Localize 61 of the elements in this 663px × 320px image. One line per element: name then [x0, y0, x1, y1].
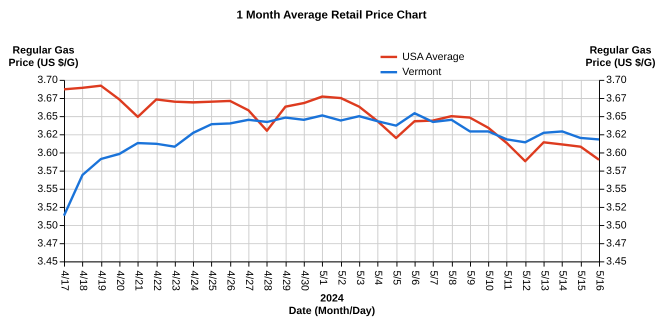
x-tick-label: 5/8 [446, 270, 458, 286]
y2-tick-label: 3.70 [606, 74, 627, 86]
x-tick-label: 4/18 [77, 270, 90, 292]
y-tick-label: 3.45 [37, 256, 58, 268]
x-tick-label: 4/27 [243, 270, 256, 292]
x-tick-label: 5/2 [335, 270, 348, 286]
x-tick-label: 4/26 [224, 270, 237, 292]
y2-tick-label: 3.67 [606, 92, 627, 104]
y2-tick-label: 3.50 [606, 219, 627, 232]
x-tick-label: 5/11 [501, 270, 514, 290]
line-series [62, 84, 600, 162]
x-tick-label: 4/21 [132, 270, 144, 292]
y-axis-title: Regular Gas Price (US $/G) [8, 44, 78, 70]
legend-label: USA Average [402, 50, 465, 63]
line-series [62, 112, 600, 217]
y-tick-label: 3.55 [37, 183, 58, 196]
y-tick-label: 3.57 [37, 164, 58, 177]
x-tick-label: 5/6 [409, 270, 422, 286]
y2-tick-label: 3.62 [606, 128, 627, 141]
y-tick-label: 3.47 [37, 238, 58, 250]
y2-tick-label: 3.57 [606, 164, 627, 177]
x-tick-label: 4/19 [96, 270, 108, 292]
x-tick-label: 4/23 [169, 270, 182, 292]
y2-tick-label: 3.65 [606, 110, 627, 123]
y2-tick-label: 3.45 [606, 256, 627, 268]
y2-tick-label: 3.55 [606, 183, 627, 196]
x-tick-label: 5/5 [390, 270, 403, 286]
x-tick-label: 4/17 [58, 270, 71, 292]
y-tick-label: 3.67 [37, 92, 58, 104]
y-tick-label: 3.65 [37, 110, 58, 123]
x-tick-label: 5/12 [520, 270, 532, 292]
y-tick-label: 3.50 [37, 219, 58, 232]
x-tick-label: 5/3 [354, 270, 366, 286]
x-tick-label: 5/7 [428, 270, 440, 286]
x-tick-label: 5/4 [372, 270, 384, 286]
y-tick-label: 3.60 [37, 146, 58, 159]
x-tick-label: 5/1 [316, 270, 329, 286]
x-tick-label: 5/15 [575, 270, 588, 292]
x-tick-label: 5/10 [482, 270, 495, 292]
y2-tick-label: 3.52 [606, 201, 627, 214]
x-tick-label: 4/28 [262, 270, 274, 292]
chart-title: 1 Month Average Retail Price Chart [236, 10, 427, 22]
x-tick-label: 4/20 [114, 270, 126, 292]
y2-tick-label: 3.47 [606, 238, 627, 250]
x-tick-label: 4/24 [188, 270, 200, 292]
x-tick-label: 5/14 [556, 270, 569, 292]
y-tick-label: 3.70 [37, 74, 58, 86]
legend-label: Vermont [402, 66, 442, 78]
y2-axis-title: Regular Gas Price (US $/G) [585, 44, 656, 70]
x-tick-label: 5/16 [594, 270, 606, 292]
x-tick-label: 5/9 [464, 270, 476, 286]
y-tick-label: 3.52 [37, 201, 58, 214]
x-tick-label: 4/25 [206, 270, 218, 292]
x-tick-label: 4/30 [298, 270, 310, 292]
x-tick-label: 4/29 [280, 270, 292, 292]
x-axis-title: Date (Month/Day) [288, 304, 376, 317]
text: 2024 [320, 292, 344, 304]
x-tick-label: 5/13 [538, 270, 550, 292]
y-tick-label: 3.62 [37, 128, 58, 141]
x-tick-label: 4/22 [150, 270, 163, 292]
y2-tick-label: 3.60 [606, 146, 627, 159]
